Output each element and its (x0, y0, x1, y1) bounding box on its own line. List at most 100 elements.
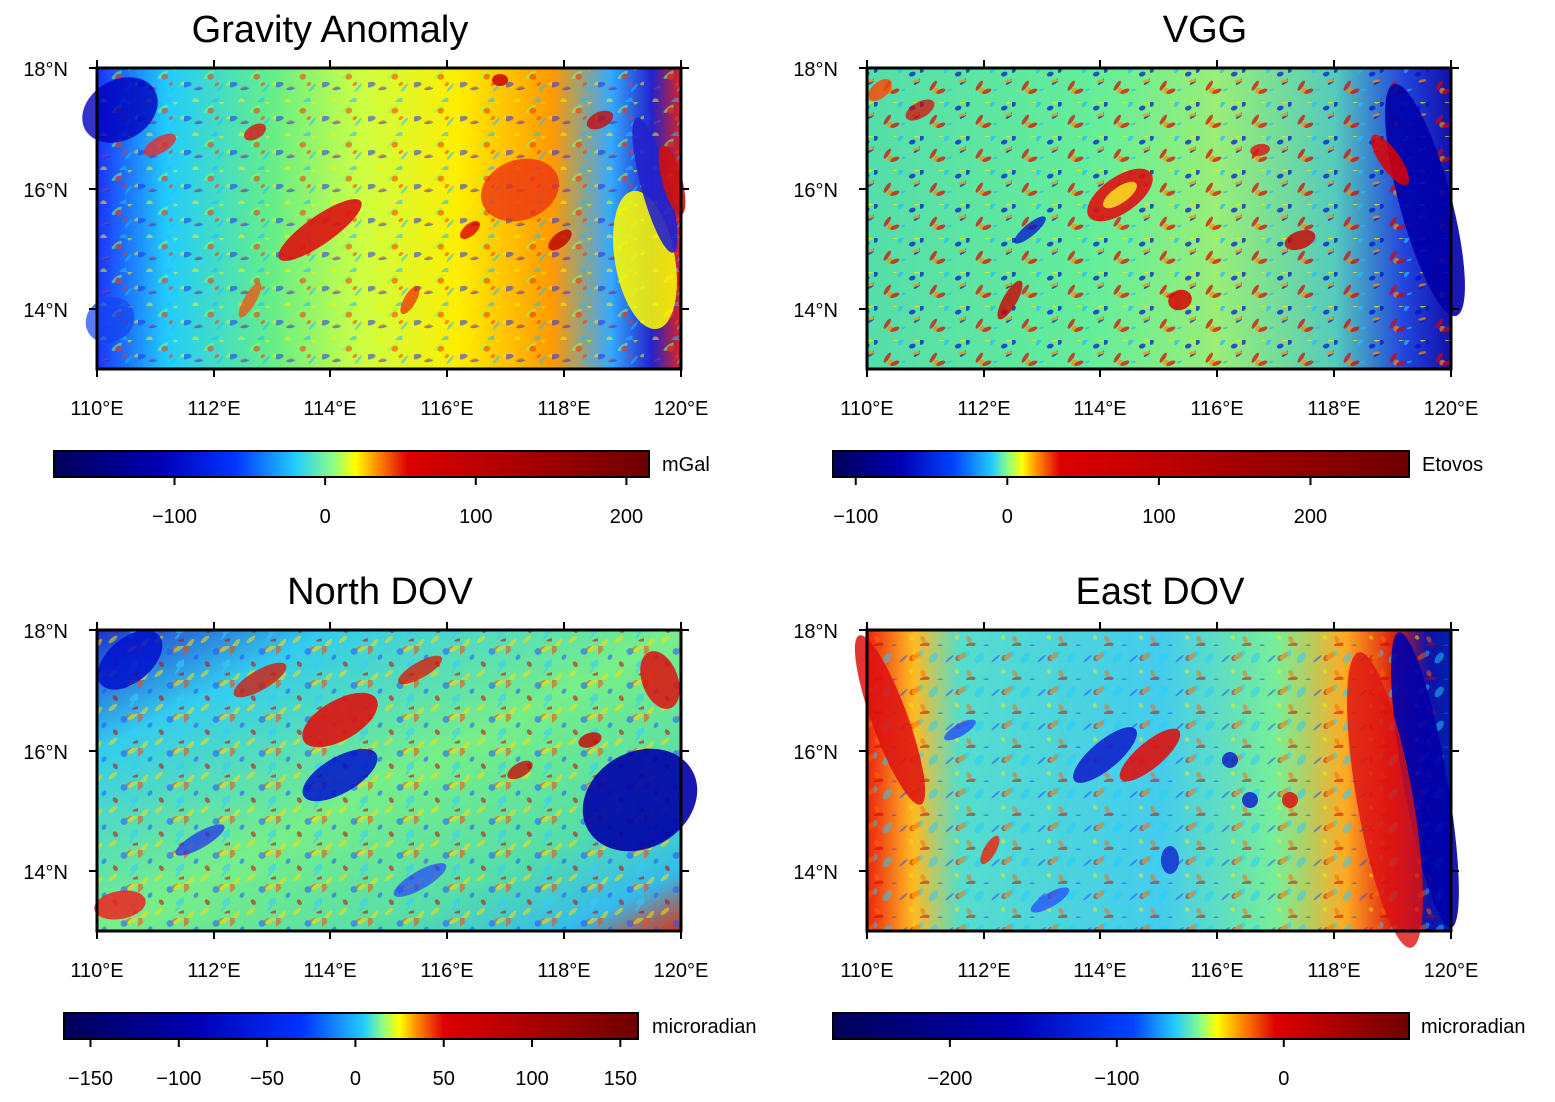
anomaly-feature (238, 282, 262, 318)
map-features (854, 632, 1459, 948)
anomaly-feature (82, 77, 158, 143)
colorbar-tick-label: 200 (1294, 506, 1327, 528)
lon-label: 118°E (537, 398, 590, 420)
anomaly-feature (481, 158, 559, 222)
anomaly-feature (492, 74, 508, 86)
panel-gravity-anomaly: Gravity Anomaly 18°N 16°N 14°N (23, 9, 709, 528)
lat-label: 14°N (23, 300, 68, 322)
map-frame (82, 66, 686, 371)
anomaly-feature (997, 280, 1023, 320)
colorbar-tick-label: −150 (68, 1068, 113, 1090)
lon-label: 116°E (1190, 398, 1243, 420)
anomaly-feature (302, 692, 378, 748)
colorbar-bar (63, 1012, 639, 1040)
anomaly-feature (143, 133, 177, 157)
anomaly-feature (854, 635, 926, 805)
anomaly-feature (1347, 652, 1423, 948)
lat-label: 14°N (793, 300, 838, 322)
colorbar-tick-label: 100 (459, 506, 492, 528)
anomaly-feature (1073, 727, 1137, 783)
anomaly-feature (1385, 83, 1465, 317)
anomaly-feature (393, 863, 447, 897)
anomaly-feature (1161, 846, 1179, 874)
colorbar-unit: microradian (652, 1016, 756, 1038)
colorbar-tick-label: −100 (1094, 1068, 1139, 1090)
anomaly-feature (507, 760, 533, 780)
anomaly-feature (460, 221, 480, 239)
colorbar-ticks: −150 −100 −50 0 50 100 150 (68, 1039, 637, 1090)
lat-label: 16°N (23, 742, 68, 764)
lat-axis: 18°N 16°N 14°N (793, 621, 1459, 884)
colorbar-tick-label: 50 (433, 1068, 455, 1090)
anomaly-feature (244, 123, 266, 141)
map-border (865, 628, 1453, 933)
colorbar-tick-label: 150 (604, 1068, 637, 1090)
colorbar-tick-label: 0 (320, 506, 331, 528)
lon-label: 112°E (187, 398, 240, 420)
colorbar-tick-label: 0 (1002, 506, 1013, 528)
lon-label: 120°E (654, 960, 709, 982)
lon-label: 112°E (957, 398, 1010, 420)
map-texture (97, 630, 681, 931)
lon-label: 110°E (70, 960, 123, 982)
lon-label: 110°E (70, 398, 123, 420)
anomaly-feature (302, 748, 378, 802)
map-texture (867, 68, 1451, 369)
colorbar-unit: microradian (1421, 1016, 1525, 1038)
panel-east-dov: East DOV 18°N 16°N 14°N (793, 571, 1525, 1090)
lat-label: 16°N (793, 742, 838, 764)
map-features (868, 79, 1465, 320)
lat-label: 18°N (793, 59, 838, 81)
panel-title: North DOV (287, 571, 473, 613)
anomaly-feature (1282, 792, 1298, 808)
map-frame (94, 628, 698, 933)
anomaly-feature (1391, 632, 1459, 928)
lat-label: 14°N (793, 862, 838, 884)
colorbar-ticks: −100 0 100 200 (833, 477, 1327, 528)
colorbar-tick-label: 0 (1278, 1068, 1289, 1090)
lon-label: 120°E (1424, 398, 1479, 420)
colorbar-unit: Etovos (1422, 454, 1483, 476)
lon-axis: 110°E 112°E 114°E 116°E 118°E 120°E (70, 622, 708, 982)
anomaly-feature (586, 110, 614, 130)
panel-title: Gravity Anomaly (192, 9, 469, 51)
lat-label: 14°N (23, 862, 68, 884)
colorbar-unit: mGal (662, 454, 710, 476)
anomaly-feature (400, 285, 420, 315)
map-features (94, 630, 698, 920)
lat-label: 16°N (793, 180, 838, 202)
lat-label: 16°N (23, 180, 68, 202)
lon-axis: 110°E 112°E 114°E 116°E 118°E 120°E (840, 622, 1478, 982)
lon-label: 116°E (420, 398, 473, 420)
lon-label: 110°E (840, 398, 893, 420)
lon-axis: 110°E 112°E 114°E 116°E 118°E 120°E (70, 60, 708, 420)
anomaly-feature (905, 99, 935, 121)
lat-label: 18°N (23, 59, 68, 81)
colorbar-bar (832, 1012, 1410, 1040)
lon-label: 116°E (1190, 960, 1243, 982)
lon-label: 114°E (1073, 960, 1126, 982)
map-texture (97, 68, 681, 369)
anomaly-feature (1284, 229, 1316, 251)
colorbar-tick-label: −100 (156, 1068, 201, 1090)
colorbar-ticks: −200 −100 0 (927, 1039, 1289, 1090)
panel-title: VGG (1163, 9, 1247, 51)
colorbar-ticks: −100 0 100 200 (152, 477, 643, 528)
lon-label: 112°E (957, 960, 1010, 982)
anomaly-feature (1250, 143, 1270, 157)
anomaly-feature (175, 824, 225, 856)
anomaly-feature (94, 890, 146, 920)
anomaly-feature (980, 835, 1000, 865)
anomaly-feature (1222, 752, 1238, 768)
lat-axis: 18°N 16°N 14°N (23, 59, 689, 322)
colorbar-bar (832, 450, 1410, 478)
anomaly-feature (1014, 216, 1046, 244)
anomaly-feature (640, 651, 680, 709)
lon-label: 112°E (187, 960, 240, 982)
lon-label: 110°E (840, 960, 893, 982)
colorbar-tick-label: 0 (350, 1068, 361, 1090)
anomaly-feature (1102, 181, 1138, 209)
map-frame (865, 66, 1465, 371)
lat-axis: 18°N 16°N 14°N (793, 59, 1459, 322)
